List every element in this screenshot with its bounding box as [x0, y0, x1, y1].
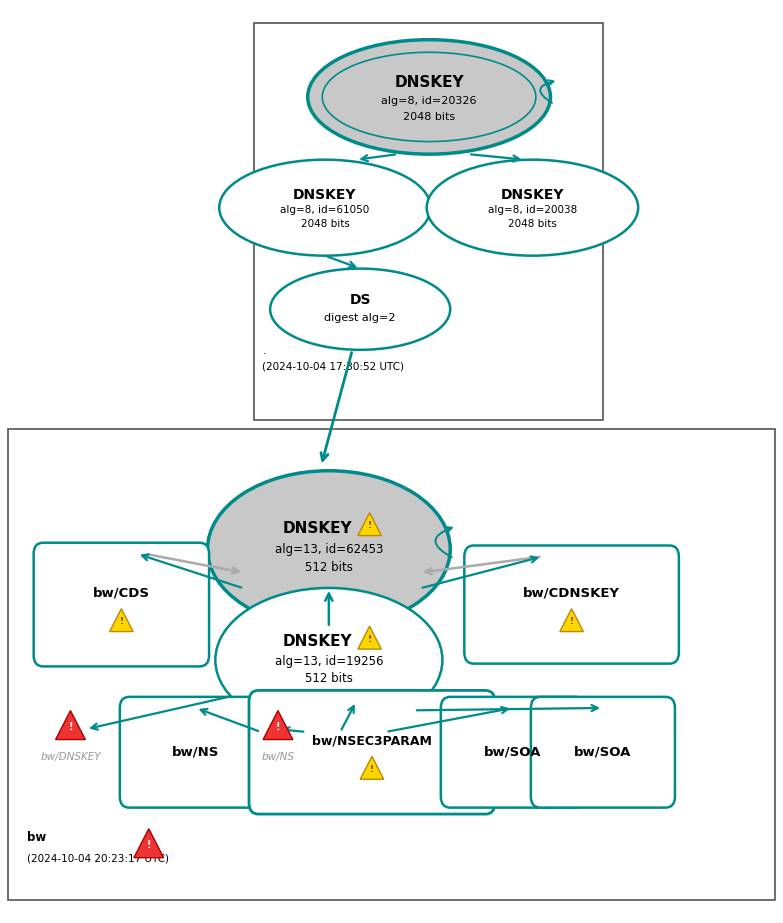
- Polygon shape: [263, 711, 293, 739]
- Polygon shape: [110, 609, 133, 631]
- Polygon shape: [134, 829, 164, 857]
- Text: bw/DNSKEY: bw/DNSKEY: [40, 752, 101, 761]
- FancyBboxPatch shape: [464, 545, 679, 664]
- Text: bw/SOA: bw/SOA: [484, 746, 542, 759]
- Text: alg=13, id=19256: alg=13, id=19256: [275, 655, 383, 668]
- Text: bw/CDS: bw/CDS: [93, 587, 150, 600]
- Ellipse shape: [219, 160, 431, 256]
- Text: bw/CDNSKEY: bw/CDNSKEY: [523, 587, 620, 600]
- Text: bw/SOA: bw/SOA: [574, 746, 632, 759]
- FancyBboxPatch shape: [8, 429, 775, 900]
- Polygon shape: [358, 512, 381, 535]
- Text: !: !: [367, 635, 372, 644]
- Ellipse shape: [308, 40, 550, 154]
- Text: bw: bw: [27, 831, 47, 844]
- FancyBboxPatch shape: [441, 697, 585, 808]
- Text: 512 bits: 512 bits: [305, 561, 353, 574]
- Ellipse shape: [427, 160, 638, 256]
- Text: DNSKEY: DNSKEY: [395, 75, 464, 90]
- Polygon shape: [560, 609, 583, 631]
- Text: !: !: [68, 723, 73, 732]
- Ellipse shape: [215, 588, 442, 732]
- Text: !: !: [119, 617, 124, 627]
- Text: 2048 bits: 2048 bits: [403, 113, 455, 122]
- Text: DNSKEY: DNSKEY: [293, 187, 357, 202]
- Text: DNSKEY: DNSKEY: [283, 634, 352, 649]
- Text: DNSKEY: DNSKEY: [500, 187, 565, 202]
- Text: digest alg=2: digest alg=2: [324, 314, 396, 323]
- Ellipse shape: [207, 471, 450, 628]
- Text: .: .: [262, 346, 266, 355]
- Text: 2048 bits: 2048 bits: [301, 220, 349, 229]
- Text: !: !: [569, 617, 574, 627]
- FancyBboxPatch shape: [120, 697, 272, 808]
- Text: alg=8, id=20038: alg=8, id=20038: [488, 205, 577, 214]
- FancyBboxPatch shape: [531, 697, 675, 808]
- Text: DNSKEY: DNSKEY: [283, 521, 352, 536]
- Text: bw/NSEC3PARAM: bw/NSEC3PARAM: [312, 735, 432, 748]
- Text: alg=8, id=61050: alg=8, id=61050: [280, 205, 370, 214]
- Text: alg=8, id=20326: alg=8, id=20326: [381, 96, 477, 105]
- Text: (2024-10-04 17:30:52 UTC): (2024-10-04 17:30:52 UTC): [262, 362, 404, 371]
- FancyBboxPatch shape: [34, 543, 209, 666]
- Text: !: !: [367, 521, 372, 531]
- Text: 2048 bits: 2048 bits: [508, 220, 557, 229]
- Text: (2024-10-04 20:23:17 UTC): (2024-10-04 20:23:17 UTC): [27, 854, 169, 863]
- Ellipse shape: [270, 269, 450, 350]
- FancyBboxPatch shape: [249, 690, 495, 814]
- Text: DS: DS: [349, 293, 371, 307]
- Polygon shape: [56, 711, 85, 739]
- Text: !: !: [276, 723, 280, 732]
- Polygon shape: [360, 757, 384, 779]
- Text: 512 bits: 512 bits: [305, 672, 353, 685]
- Text: bw/NS: bw/NS: [172, 746, 219, 759]
- Text: !: !: [146, 841, 151, 850]
- FancyBboxPatch shape: [254, 23, 603, 420]
- Text: bw/NS: bw/NS: [262, 752, 294, 761]
- Polygon shape: [358, 626, 381, 649]
- Text: !: !: [370, 765, 374, 774]
- Text: alg=13, id=62453: alg=13, id=62453: [275, 543, 383, 556]
